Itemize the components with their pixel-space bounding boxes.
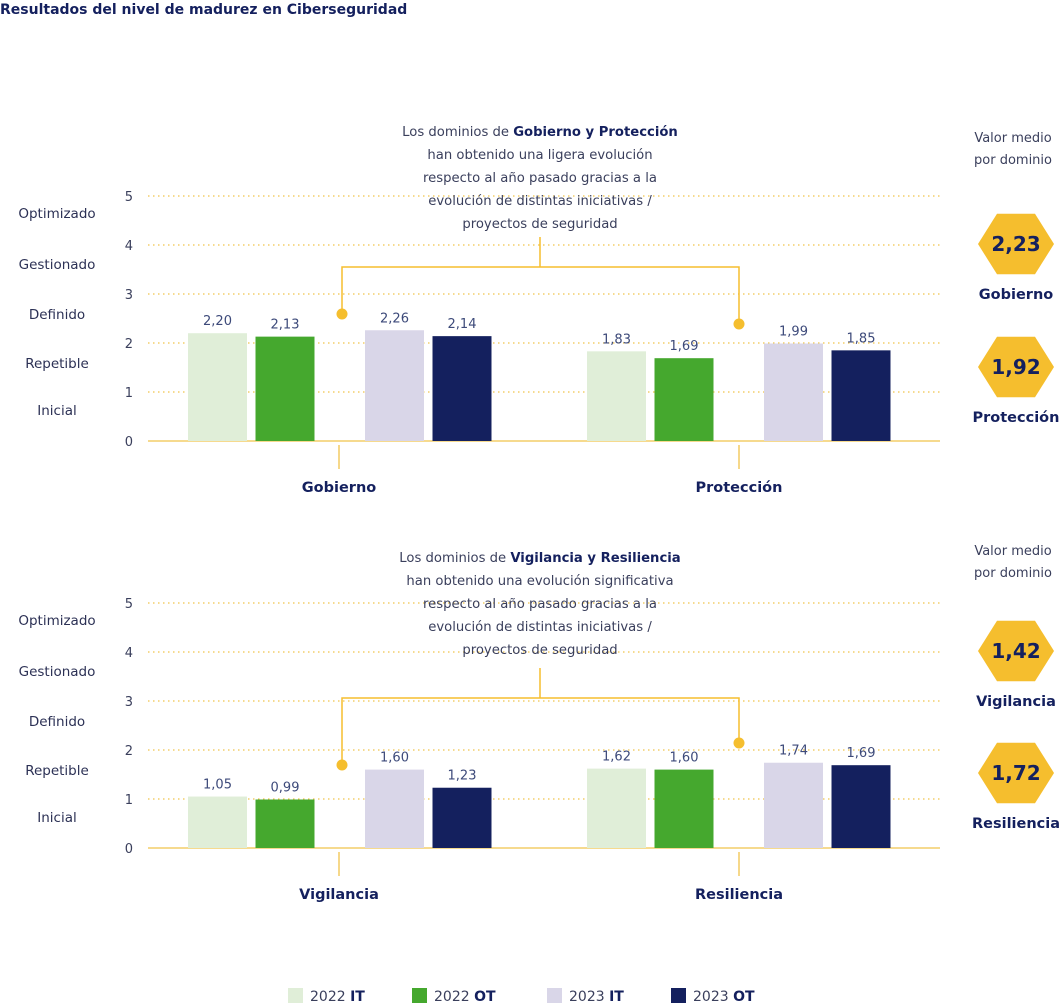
average-hexagon xyxy=(978,213,1054,275)
bar-value-label: 1,62 xyxy=(602,750,631,765)
maturity-level-label: Definido xyxy=(29,714,85,730)
annotation-text: Los dominios de Gobierno y Protección xyxy=(402,124,678,140)
bar-value-label: 1,85 xyxy=(847,331,876,346)
annotation-dot xyxy=(336,759,348,771)
y-tick-label: 0 xyxy=(125,842,133,857)
annotation-text: evolución de distintas iniciativas / xyxy=(428,193,652,209)
category-label: Resiliencia xyxy=(695,887,783,903)
maturity-level-label: Gestionado xyxy=(19,257,96,273)
bar-value-label: 1,74 xyxy=(779,744,808,759)
legend-swatch xyxy=(671,988,686,1003)
annotation-dot xyxy=(733,737,745,749)
bar xyxy=(365,769,424,848)
average-domain-label: Resiliencia xyxy=(972,816,1060,832)
y-tick-label: 2 xyxy=(125,744,133,759)
bar xyxy=(587,768,646,848)
y-tick-label: 0 xyxy=(125,435,133,450)
bar xyxy=(831,350,891,441)
average-value: 1,92 xyxy=(991,355,1040,379)
annotation-text: evolución de distintas iniciativas / xyxy=(428,619,652,635)
category-label: Protección xyxy=(696,480,783,496)
bar-value-label: 0,99 xyxy=(271,780,300,795)
bar xyxy=(587,351,646,441)
bar xyxy=(654,769,714,848)
bar xyxy=(654,358,714,441)
legend-label: 2022 OT xyxy=(434,989,496,1005)
maturity-level-label: Repetible xyxy=(25,763,89,779)
maturity-level-label: Inicial xyxy=(37,810,77,826)
side-title: Valor medio xyxy=(974,131,1051,146)
bar xyxy=(188,333,247,441)
legend-label: 2023 IT xyxy=(569,989,624,1005)
average-hexagon xyxy=(978,620,1054,682)
bar-value-label: 1,60 xyxy=(670,751,699,766)
y-tick-label: 5 xyxy=(125,190,133,205)
bar xyxy=(188,796,247,848)
bar-value-label: 1,83 xyxy=(602,332,631,347)
average-domain-label: Protección xyxy=(973,410,1060,426)
maturity-level-label: Inicial xyxy=(37,403,77,419)
bar-value-label: 1,69 xyxy=(670,339,699,354)
annotation-text: han obtenido una ligera evolución xyxy=(427,147,652,163)
y-tick-label: 1 xyxy=(125,386,133,401)
maturity-level-label: Repetible xyxy=(25,356,89,372)
side-title: Valor medio xyxy=(974,544,1051,559)
y-tick-label: 4 xyxy=(125,646,133,661)
annotation-dot xyxy=(733,318,745,330)
legend-swatch xyxy=(288,988,303,1003)
bar xyxy=(764,343,823,441)
y-tick-label: 4 xyxy=(125,239,133,254)
category-label: Gobierno xyxy=(302,480,377,496)
y-tick-label: 3 xyxy=(125,288,133,303)
category-label: Vigilancia xyxy=(299,887,379,903)
average-hexagon xyxy=(978,336,1054,398)
bar xyxy=(831,765,891,848)
maturity-level-label: Optimizado xyxy=(18,206,95,222)
maturity-level-label: Gestionado xyxy=(19,664,96,680)
y-tick-label: 3 xyxy=(125,695,133,710)
average-domain-label: Gobierno xyxy=(979,287,1054,303)
annotation-dot xyxy=(336,308,348,320)
average-domain-label: Vigilancia xyxy=(976,694,1056,710)
bar-value-label: 2,20 xyxy=(203,314,232,329)
bar-value-label: 2,13 xyxy=(271,318,300,333)
legend-label: 2022 IT xyxy=(310,989,365,1005)
y-tick-label: 5 xyxy=(125,597,133,612)
maturity-level-label: Optimizado xyxy=(18,613,95,629)
average-value: 2,23 xyxy=(991,232,1040,256)
page-title: Resultados del nivel de madurez en Ciber… xyxy=(0,2,408,18)
legend-swatch xyxy=(412,988,427,1003)
average-hexagon xyxy=(978,742,1054,804)
average-value: 1,72 xyxy=(991,761,1040,785)
legend-swatch xyxy=(547,988,562,1003)
bar-value-label: 1,05 xyxy=(203,778,232,793)
legend-label: 2023 OT xyxy=(693,989,755,1005)
maturity-level-label: Definido xyxy=(29,307,85,323)
bar xyxy=(432,787,492,848)
side-title: por dominio xyxy=(974,566,1052,581)
bar-value-label: 2,14 xyxy=(448,317,477,332)
bar xyxy=(255,336,315,441)
annotation-text: respecto al año pasado gracias a la xyxy=(423,171,657,186)
side-title: por dominio xyxy=(974,153,1052,168)
annotation-text: proyectos de seguridad xyxy=(462,643,617,658)
annotation-text: han obtenido una evolución significativa xyxy=(406,573,673,589)
bar xyxy=(365,330,424,441)
bar xyxy=(764,762,823,848)
bar-value-label: 1,69 xyxy=(847,746,876,761)
bar-value-label: 1,99 xyxy=(779,324,808,339)
annotation-text: proyectos de seguridad xyxy=(462,217,617,232)
y-tick-label: 1 xyxy=(125,793,133,808)
bar xyxy=(255,799,315,848)
average-value: 1,42 xyxy=(991,639,1040,663)
annotation-text: Los dominios de Vigilancia y Resiliencia xyxy=(399,551,680,566)
y-tick-label: 2 xyxy=(125,337,133,352)
bar-value-label: 1,23 xyxy=(448,769,477,784)
annotation-text: respecto al año pasado gracias a la xyxy=(423,597,657,612)
bar-value-label: 2,26 xyxy=(380,311,409,326)
bar-value-label: 1,60 xyxy=(380,751,409,766)
bar xyxy=(432,336,492,441)
